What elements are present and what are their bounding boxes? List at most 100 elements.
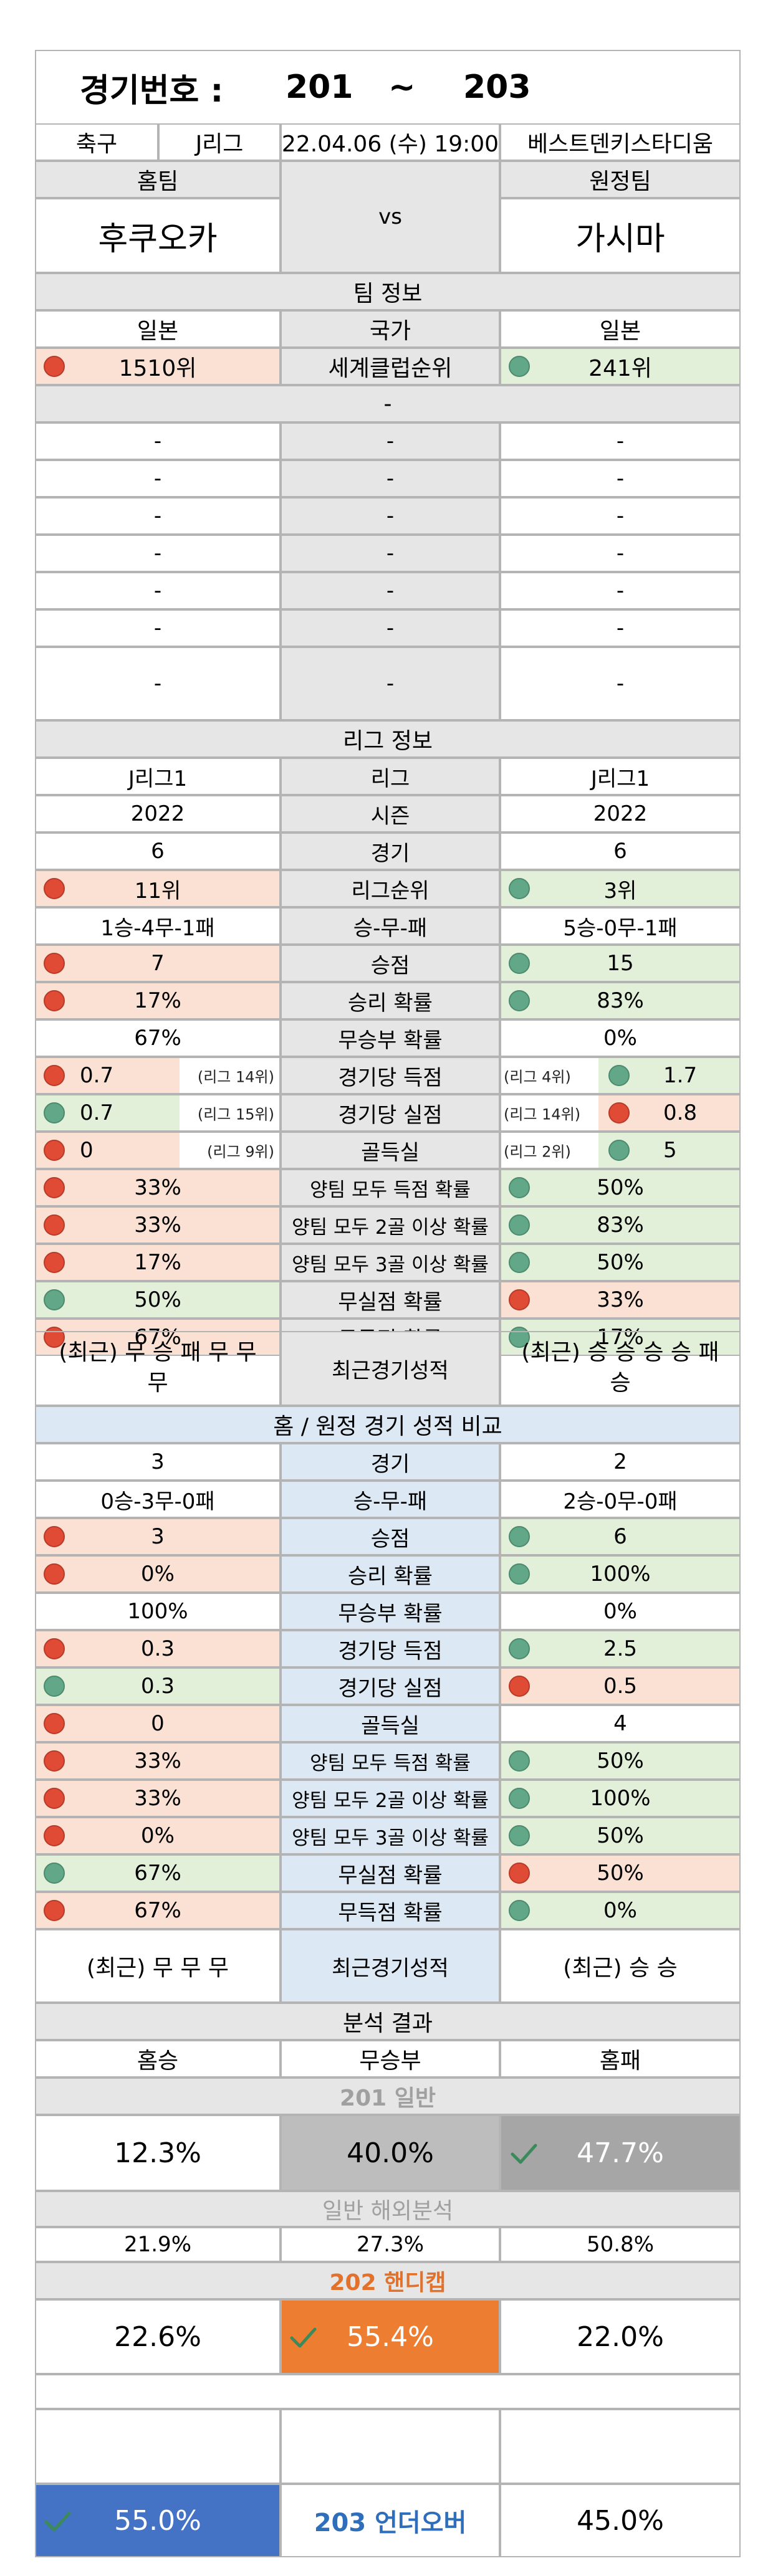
home-away-stat-row: 0.3 경기당 득점 2.5 — [0, 1630, 773, 1667]
green-dot-icon — [509, 1563, 530, 1585]
league-stat-away-text: 50% — [597, 1250, 644, 1275]
league-stat-away-value: (리그 14위) 0.8 — [500, 1094, 741, 1132]
league-stat-home-text: 17% — [134, 988, 181, 1013]
league-stat-row: 17% 승리 확률 83% — [0, 982, 773, 1019]
team-label-row: 홈팀 원정팀 — [0, 161, 773, 198]
league-stat-home-value: 0.7 (리그 15위) — [35, 1094, 281, 1132]
dash-cell: - — [281, 535, 500, 572]
league-stat-row: 0.7 (리그 14위) 경기당 득점 (리그 4위) 1.7 — [0, 1057, 773, 1094]
home-away-stat-row: 67% 무득점 확률 0% — [0, 1892, 773, 1929]
home-away-stat-home-text: 0 — [151, 1711, 165, 1736]
league-stat-away-text: 17% — [597, 1325, 644, 1350]
underover-title: 203 언더오버 — [281, 2484, 500, 2557]
away-label: 원정팀 — [500, 161, 741, 198]
away-venue-recent: (최근) 승 승 — [500, 1929, 741, 2003]
home-away-stat-home-text: 67% — [134, 1861, 181, 1886]
home-away-stat-away-text: 2.5 — [603, 1636, 638, 1661]
league-stat-home-value: 17% — [35, 1244, 281, 1281]
underover-row: 55.0% 203 언더오버 45.0% — [0, 2484, 773, 2557]
dash-row-tall: - - - — [0, 647, 773, 720]
checkmark-icon — [41, 2504, 74, 2537]
league-stat-home-text: J리그1 — [128, 766, 188, 791]
home-away-header-row: 홈 / 원정 경기 성적 비교 — [0, 1406, 773, 1443]
red-dot-icon — [44, 1177, 65, 1198]
league-stat-away-text: 15 — [607, 951, 634, 976]
home-away-stat-home-value: 0승-3무-0패 — [35, 1481, 281, 1518]
team-info-header-row: 팀 정보 — [0, 273, 773, 310]
league-stat-away-text: 2022 — [593, 801, 648, 826]
league-stat-away-value: 50% — [500, 1244, 741, 1281]
home-away-stat-label: 양팀 모두 2골 이상 확률 — [281, 1780, 500, 1817]
league-stat-away-text: 6 — [613, 839, 627, 864]
league-stat-home-text: 7 — [151, 951, 165, 976]
green-dot-icon — [509, 1252, 530, 1273]
home-away-stat-row: 0승-3무-0패 승-무-패 2승-0무-0패 — [0, 1481, 773, 1518]
checkmark-icon — [507, 2137, 540, 2169]
league-stat-home-value: 67% — [35, 1019, 281, 1057]
league-stat-away-value: 83% — [500, 1206, 741, 1244]
dash-cell: - — [500, 535, 741, 572]
green-dot-icon — [509, 990, 530, 1011]
home-away-stat-away-value: 0.5 — [500, 1667, 741, 1705]
dash-cell: - — [281, 572, 500, 609]
dash-row: - - - — [0, 535, 773, 572]
home-away-stat-label: 골득실 — [281, 1705, 500, 1742]
league-stat-row: 67% 무승부 확률 0% — [0, 1019, 773, 1057]
overseas-home-win: 21.9% — [35, 2227, 281, 2262]
home-away-stat-label: 양팀 모두 득점 확률 — [281, 1742, 500, 1780]
home-away-stat-away-text: 100% — [590, 1786, 651, 1811]
match-number-label: 경기번호 : — [80, 72, 224, 110]
handicap-draw-value: 55.4% — [347, 2321, 434, 2353]
league-stat-label: 시즌 — [281, 795, 500, 832]
home-away-stat-away-value: 2.5 — [500, 1630, 741, 1667]
green-dot-icon — [509, 1900, 530, 1921]
league-stat-away-note: (리그 2위) — [504, 1143, 571, 1161]
red-dot-icon — [44, 1526, 65, 1547]
league-stat-row: 33% 양팀 모두 2골 이상 확률 83% — [0, 1206, 773, 1244]
home-world-rank-value: 1510위 — [118, 356, 197, 381]
dash-cell: - — [281, 460, 500, 497]
home-away-stat-home-text: 67% — [134, 1898, 181, 1923]
dash-cell: - — [500, 422, 741, 460]
league-stat-away-text: 0.8 — [663, 1100, 698, 1125]
league-stat-home-value: J리그1 — [35, 758, 281, 795]
league-stat-away-value: 15 — [500, 945, 741, 982]
home-away-stat-home-text: 0% — [141, 1823, 175, 1848]
league-stat-home-text: 67% — [134, 1325, 181, 1350]
home-away-stat-home-text: 0승-3무-0패 — [100, 1489, 215, 1514]
match-number-to: 203 — [463, 69, 531, 106]
home-away-stat-row: 0% 양팀 모두 3골 이상 확률 50% — [0, 1817, 773, 1854]
league-stat-home-value: 0 (리그 9위) — [35, 1132, 281, 1169]
green-dot-icon — [44, 1102, 65, 1123]
green-dot-icon — [509, 1788, 530, 1809]
dash-cell: - — [281, 647, 500, 720]
league-stat-label: 경기당 득점 — [281, 1057, 500, 1094]
red-dot-icon — [44, 1638, 65, 1659]
red-dot-icon — [44, 1065, 65, 1086]
league-stat-home-value: 33% — [35, 1206, 281, 1244]
dash-cell: - — [281, 422, 500, 460]
red-dot-icon — [608, 1102, 630, 1123]
dash-cell: - — [500, 572, 741, 609]
league-stat-home-note: (리그 14위) — [197, 1068, 274, 1086]
home-away-stat-home-value: 100% — [35, 1593, 281, 1630]
home-loss-label: 홈패 — [500, 2040, 741, 2077]
dash-cell: - — [35, 422, 281, 460]
league-stat-home-value: 11위 — [35, 870, 281, 907]
general-home-loss: 47.7% — [500, 2115, 741, 2191]
away-league-recent-line1: (최근) 승 승 승 승 패 — [521, 1340, 719, 1366]
general-analysis-title: 201 일반 — [35, 2077, 741, 2115]
league-stat-home-text: 0.7 — [80, 1063, 114, 1088]
home-league-recent-line2: 무 — [147, 1370, 168, 1396]
league-stat-label: 승리 확률 — [281, 982, 500, 1019]
analysis-columns-row: 홈승 무승부 홈패 — [0, 2040, 773, 2077]
home-away-stat-label: 승점 — [281, 1518, 500, 1555]
red-dot-icon — [509, 1676, 530, 1697]
league-info-title: 리그 정보 — [35, 720, 741, 758]
home-away-stat-away-text: 50% — [597, 1823, 644, 1848]
league-stat-away-value: (리그 2위) 5 — [500, 1132, 741, 1169]
home-away-recent-label: 최근경기성적 — [281, 1929, 500, 2003]
vs-cell: vs — [281, 161, 500, 273]
league-recent-row: (최근) 무 승 패 무 무 무 최근경기성적 (최근) 승 승 승 승 패 승 — [0, 1331, 773, 1406]
league-stat-row: 50% 무실점 확률 33% — [0, 1281, 773, 1319]
